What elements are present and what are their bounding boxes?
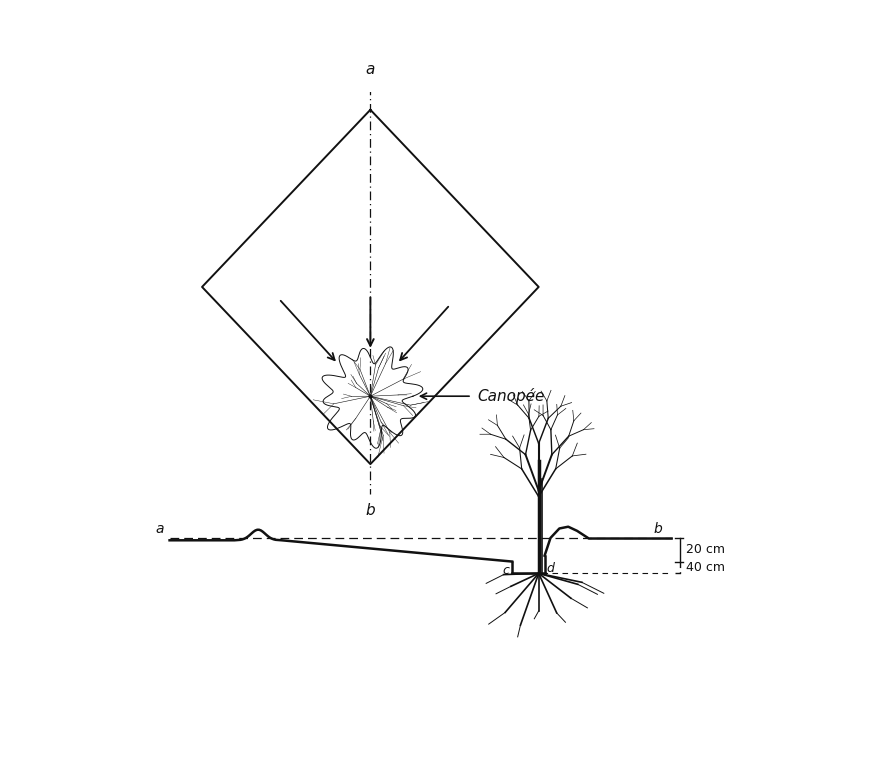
Text: b: b [654, 522, 663, 535]
Text: a: a [156, 522, 164, 535]
Text: 20 cm: 20 cm [686, 543, 726, 556]
Text: b: b [366, 502, 375, 518]
Text: c: c [502, 564, 509, 577]
Text: d: d [546, 562, 554, 575]
Text: 40 cm: 40 cm [686, 561, 726, 574]
Text: a: a [366, 62, 375, 77]
Text: Canopée: Canopée [478, 388, 545, 404]
